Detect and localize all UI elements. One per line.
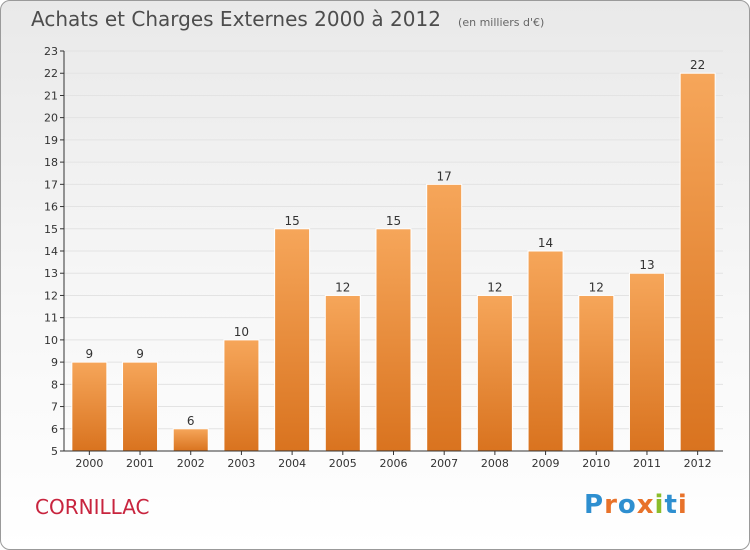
bar: [71, 361, 108, 452]
x-tick-label: 2001: [126, 457, 154, 470]
data-label: 9: [136, 347, 144, 361]
y-tick-label: 20: [44, 112, 58, 125]
commune-name: CORNILLAC: [35, 495, 150, 519]
y-tick-label: 7: [51, 401, 58, 414]
data-label: 12: [589, 280, 604, 294]
brand-logo: Proxiti: [584, 490, 688, 520]
x-tick-label: 2009: [532, 457, 560, 470]
brand-letter: P: [584, 490, 605, 520]
bar: [172, 428, 209, 452]
bar: [375, 228, 412, 452]
chart-unit: (en milliers d'€): [458, 16, 545, 29]
bar: [679, 72, 716, 452]
x-tick-label: 2010: [582, 457, 610, 470]
y-tick-label: 9: [51, 356, 58, 369]
x-tick-label: 2012: [684, 457, 712, 470]
brand-letter: i: [654, 490, 665, 520]
x-tick-label: 2000: [75, 457, 103, 470]
brand-letter: t: [664, 490, 678, 520]
data-label: 15: [284, 214, 299, 228]
data-label: 9: [86, 347, 94, 361]
data-label: 14: [538, 236, 553, 250]
y-tick-label: 13: [44, 267, 58, 280]
y-tick-label: 6: [51, 423, 58, 436]
y-tick-label: 16: [44, 201, 58, 214]
x-tick-label: 2003: [227, 457, 255, 470]
bar: [527, 250, 564, 452]
brand-letter: r: [604, 490, 618, 520]
x-tick-label: 2005: [329, 457, 357, 470]
bar: [578, 294, 615, 452]
bar: [274, 228, 311, 452]
y-tick-label: 22: [44, 67, 58, 80]
data-label: 12: [335, 280, 350, 294]
brand-letter: x: [636, 490, 655, 520]
data-label: 13: [639, 258, 654, 272]
y-tick-label: 15: [44, 223, 58, 236]
bar: [324, 294, 361, 452]
data-label: 12: [487, 280, 502, 294]
bar: [476, 294, 513, 452]
x-tick-label: 2006: [380, 457, 408, 470]
data-label: 17: [437, 169, 452, 183]
y-tick-label: 23: [44, 45, 58, 58]
y-tick-label: 5: [51, 445, 58, 458]
bar: [122, 361, 159, 452]
data-label: 15: [386, 214, 401, 228]
title-row: Achats et Charges Externes 2000 à 2012 (…: [31, 7, 544, 31]
y-tick-label: 21: [44, 89, 58, 102]
x-tick-label: 2007: [430, 457, 458, 470]
data-label: 10: [234, 325, 249, 339]
chart-title: Achats et Charges Externes 2000 à 2012: [31, 7, 441, 31]
y-tick-label: 12: [44, 289, 58, 302]
y-tick-label: 18: [44, 156, 58, 169]
y-tick-label: 8: [51, 378, 58, 391]
y-tick-label: 19: [44, 134, 58, 147]
brand-letter: i: [677, 490, 688, 520]
x-tick-label: 2008: [481, 457, 509, 470]
y-tick-label: 10: [44, 334, 58, 347]
bar: [426, 183, 463, 452]
x-tick-label: 2004: [278, 457, 306, 470]
bar-chart: 5 6 7 8 9 10 11 12 13 14 15 16 17 18 19 20 21 22 23 9 2000 9 2…: [44, 45, 723, 470]
data-label: 6: [187, 414, 195, 428]
y-tick-label: 11: [44, 312, 58, 325]
y-tick-label: 17: [44, 178, 58, 191]
x-tick-label: 2002: [177, 457, 205, 470]
bar: [223, 339, 260, 452]
x-tick-label: 2011: [633, 457, 661, 470]
data-label: 22: [690, 58, 705, 72]
bar: [628, 272, 665, 452]
brand-letter: o: [617, 490, 637, 520]
y-tick-label: 14: [44, 245, 58, 258]
